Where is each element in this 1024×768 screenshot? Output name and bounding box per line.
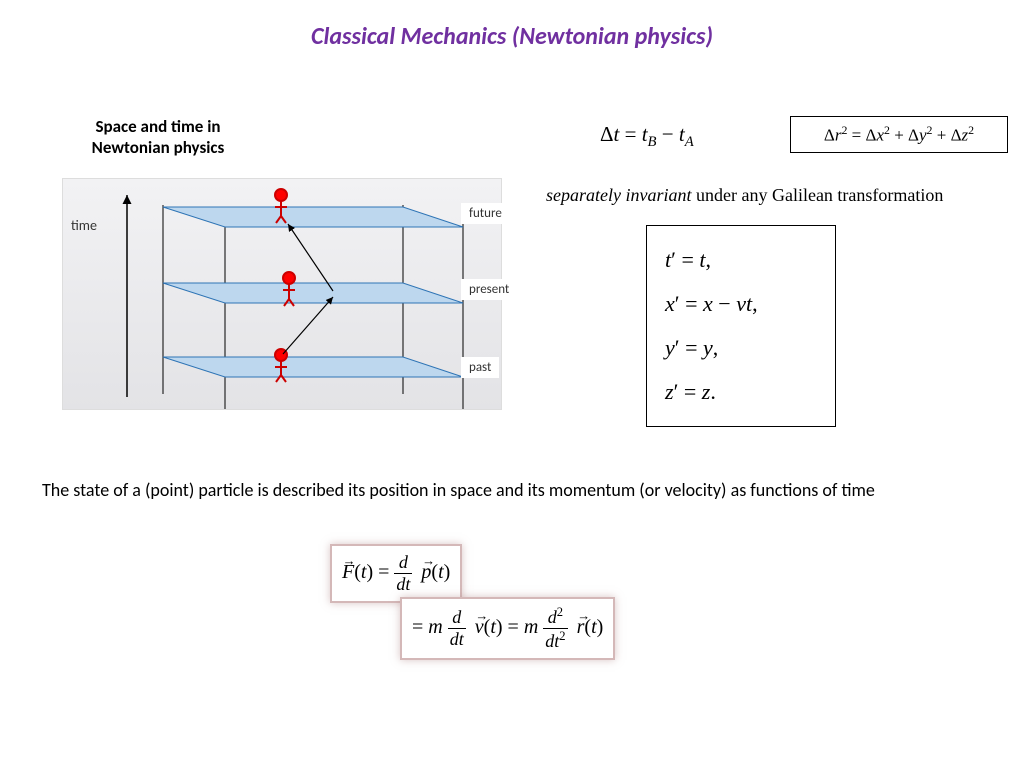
galilean-line-2: x′ = x − vt, — [665, 282, 817, 326]
diagram-svg — [63, 179, 503, 411]
invariant-rest: under any Galilean transformation — [691, 185, 943, 205]
slide-title: Classical Mechanics (Newtonian physics) — [0, 22, 1024, 51]
galilean-transform-box: t′ = t, x′ = x − vt, y′ = y, z′ = z. — [646, 225, 836, 427]
newton-force-eq: F(t) = ddt p(t) — [330, 544, 462, 603]
equation-delta-t: Δt = tB − tA — [600, 122, 694, 151]
newton-equation-group: F(t) = ddt p(t) = m ddt v(t) = m d2dt2 r… — [330, 544, 545, 666]
layer-label-past: past — [461, 357, 499, 378]
galilean-line-1: t′ = t, — [665, 238, 817, 282]
layer-label-present: present — [461, 279, 517, 300]
layer-label-future: future — [461, 203, 510, 224]
body-text: The state of a (point) particle is descr… — [42, 478, 982, 503]
galilean-line-3: y′ = y, — [665, 326, 817, 370]
newton-second-law-eq: = m ddt v(t) = m d2dt2 r(t) — [400, 597, 615, 660]
time-axis-label: time — [71, 217, 97, 234]
spacetime-diagram: time future present past — [62, 178, 502, 410]
galilean-line-4: z′ = z. — [665, 370, 817, 414]
equation-delta-r: Δr2 = Δx2 + Δy2 + Δz2 — [790, 116, 1008, 153]
invariant-text: separately invariant under any Galilean … — [546, 185, 1016, 206]
subtitle: Space and time in Newtonian physics — [68, 116, 248, 158]
invariant-italic: separately invariant — [546, 185, 691, 205]
